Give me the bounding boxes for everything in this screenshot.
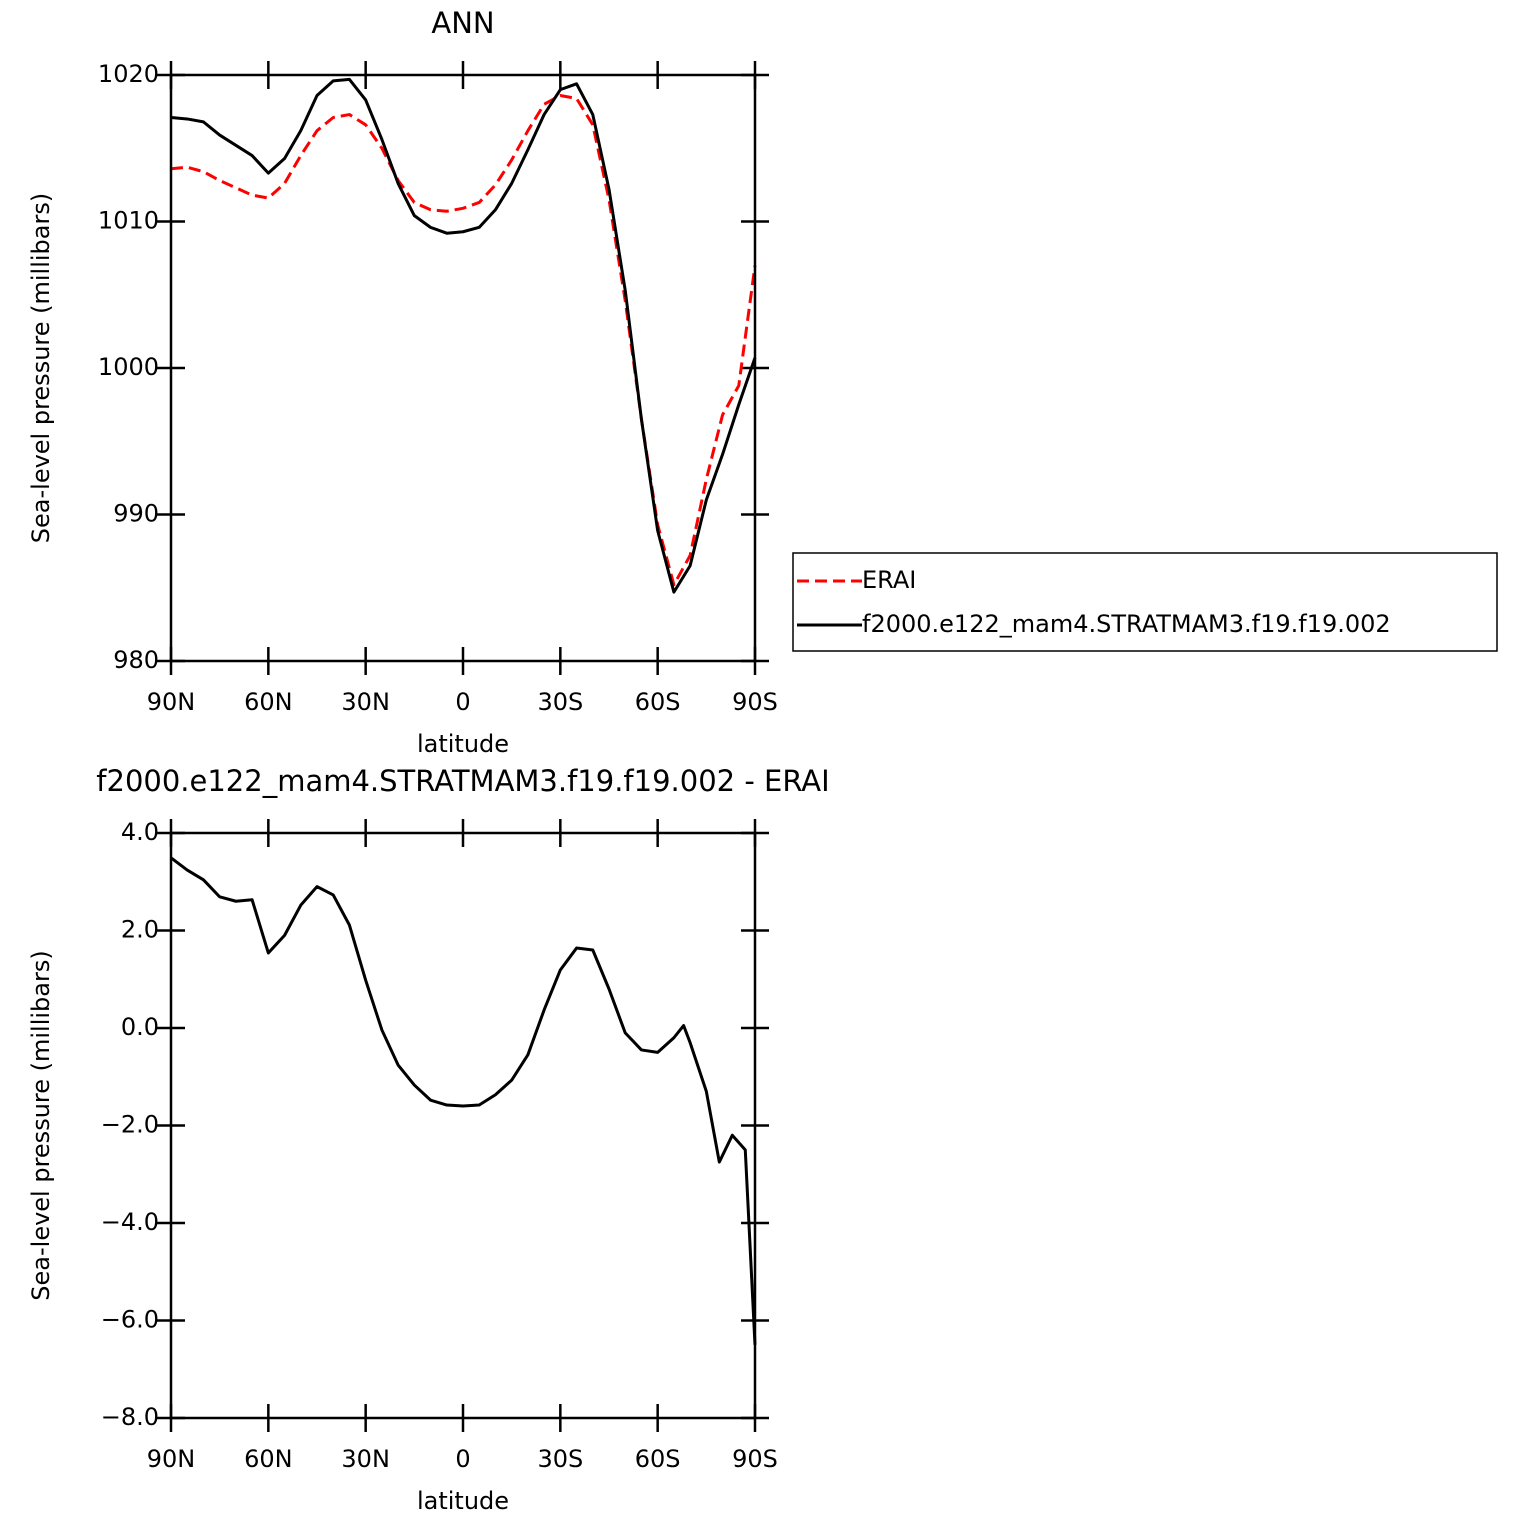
y-tick-label: 1010: [98, 207, 159, 235]
legend-box: [792, 552, 1498, 652]
y-tick-label: −6.0: [101, 1306, 159, 1334]
y-tick-label: −2.0: [101, 1111, 159, 1139]
data-line: [170, 856, 757, 1345]
x-tick-label: 30S: [537, 1445, 583, 1473]
x-tick-label: 0: [455, 1445, 470, 1473]
x-tick-label: 30N: [341, 1445, 390, 1473]
y-tick-label: −4.0: [101, 1208, 159, 1236]
data-line: [170, 94, 757, 587]
x-tick-label: 60S: [635, 688, 681, 716]
x-tick-label: 30N: [341, 688, 390, 716]
x-tick-label: 90S: [732, 688, 778, 716]
chart-title: f2000.e122_mam4.STRATMAM3.f19.f19.002 - …: [96, 764, 829, 798]
y-tick-label: 1020: [98, 60, 159, 88]
legend-label: f2000.e122_mam4.STRATMAM3.f19.f19.002: [862, 610, 1391, 638]
y-tick-label: 4.0: [121, 818, 159, 846]
y-tick-label: 980: [113, 646, 159, 674]
legend-label: ERAI: [862, 566, 916, 594]
x-tick-label: 0: [455, 688, 470, 716]
plot-frame: [169, 73, 757, 663]
plot-frame: [169, 831, 757, 1420]
y-axis-label: Sea-level pressure (millibars): [27, 950, 55, 1300]
data-line: [170, 77, 757, 594]
y-tick-label: 0.0: [121, 1013, 159, 1041]
chart-title: ANN: [431, 6, 494, 40]
y-tick-label: 1000: [98, 353, 159, 381]
y-tick-label: 2.0: [121, 916, 159, 944]
x-axis-label: latitude: [417, 1487, 509, 1515]
x-tick-label: 30S: [537, 688, 583, 716]
x-axis-label: latitude: [417, 730, 509, 758]
x-tick-label: 60N: [244, 1445, 293, 1473]
x-tick-label: 60N: [244, 688, 293, 716]
x-tick-label: 90N: [147, 1445, 196, 1473]
x-tick-label: 90N: [147, 688, 196, 716]
y-axis-label: Sea-level pressure (millibars): [27, 193, 55, 543]
x-tick-label: 60S: [635, 1445, 681, 1473]
y-tick-label: −8.0: [101, 1403, 159, 1431]
x-tick-label: 90S: [732, 1445, 778, 1473]
y-tick-label: 990: [113, 500, 159, 528]
